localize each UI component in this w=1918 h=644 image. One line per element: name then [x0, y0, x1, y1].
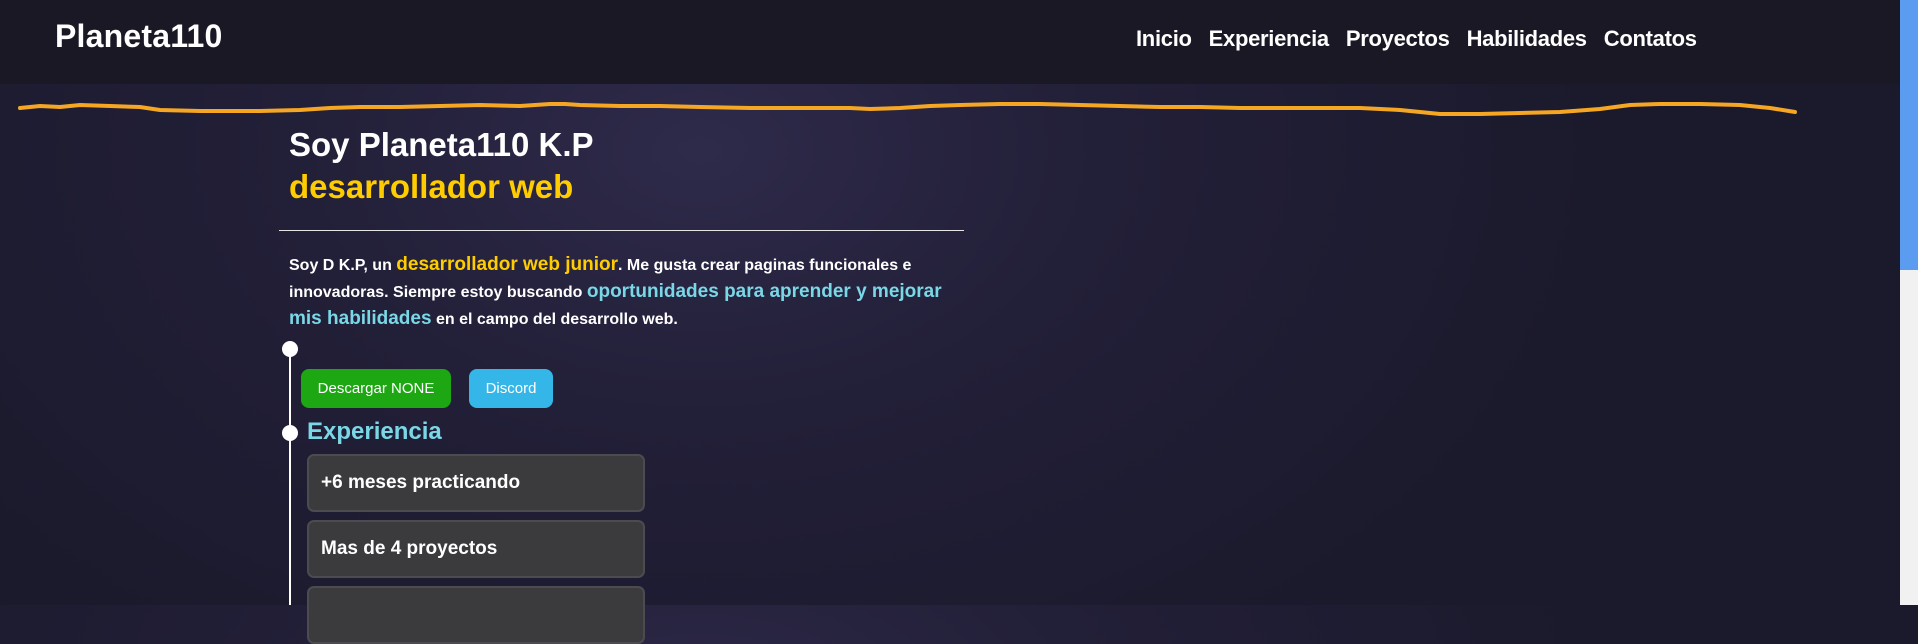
intro-highlight-growth: oportunidades para aprender y mejorar mi… — [289, 281, 942, 329]
scrollbar-thumb[interactable] — [1900, 0, 1918, 270]
main-nav: Inicio Experiencia Proyectos Habilidades… — [1136, 26, 1697, 52]
nav-link-habilidades[interactable]: Habilidades — [1466, 26, 1587, 51]
experience-section-title: Experiencia — [307, 418, 442, 445]
hero-divider — [279, 230, 964, 231]
hero-title: Soy Planeta110 K.P desarrollador web — [289, 124, 594, 208]
nav-link-inicio[interactable]: Inicio — [1136, 26, 1192, 51]
timeline-dot — [282, 341, 298, 357]
site-logo[interactable]: Planeta110 — [55, 18, 223, 54]
page-scrollbar[interactable] — [1900, 0, 1918, 605]
discord-button[interactable]: Discord — [469, 369, 553, 408]
timeline-line — [289, 349, 291, 605]
experience-card: Mas de 4 proyectos — [307, 520, 645, 578]
decorative-wave-line — [18, 102, 1797, 116]
hero-role: desarrollador web — [289, 168, 574, 205]
nav-link-experiencia[interactable]: Experiencia — [1208, 26, 1330, 51]
intro-paragraph: Soy D K.P, un desarrollador web junior. … — [289, 252, 949, 333]
experience-card — [307, 586, 645, 644]
intro-text-3: en el campo del desarrollo web. — [431, 311, 678, 328]
hero-name: Soy Planeta110 K.P — [289, 126, 594, 163]
nav-link-contatos[interactable]: Contatos — [1603, 26, 1697, 51]
nav-link-proyectos[interactable]: Proyectos — [1345, 26, 1450, 51]
experience-card: +6 meses practicando — [307, 454, 645, 512]
intro-text-1: Soy D K.P, un — [289, 257, 397, 274]
intro-text-2: . Me gusta crear paginas funcionales e i… — [289, 257, 912, 301]
download-button[interactable]: Descargar NONE — [301, 369, 451, 408]
timeline-dot — [282, 425, 298, 441]
intro-highlight-role: desarrollador web junior — [396, 254, 618, 275]
navbar: Planeta110 Inicio Experiencia Proyectos … — [0, 0, 1900, 84]
